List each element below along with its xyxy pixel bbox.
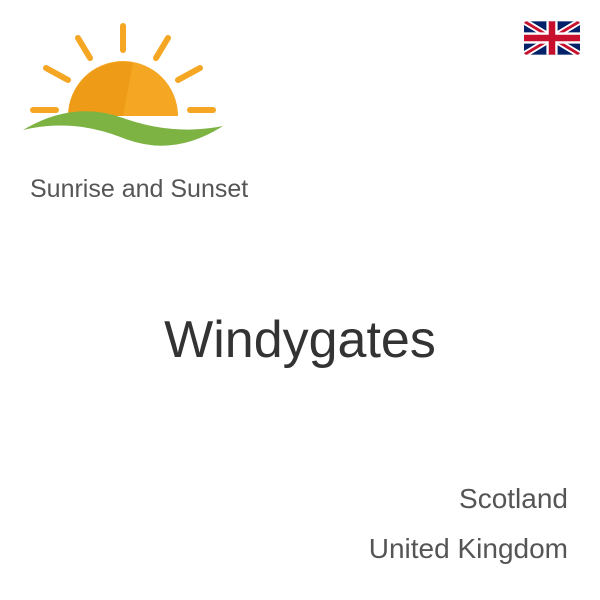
region-name: Scotland bbox=[459, 483, 568, 515]
uk-flag-icon bbox=[524, 20, 580, 56]
tagline-text: Sunrise and Sunset bbox=[30, 175, 248, 204]
city-name: Windygates bbox=[0, 310, 600, 370]
country-name: United Kingdom bbox=[369, 533, 568, 565]
sunrise-logo-icon bbox=[18, 18, 228, 168]
